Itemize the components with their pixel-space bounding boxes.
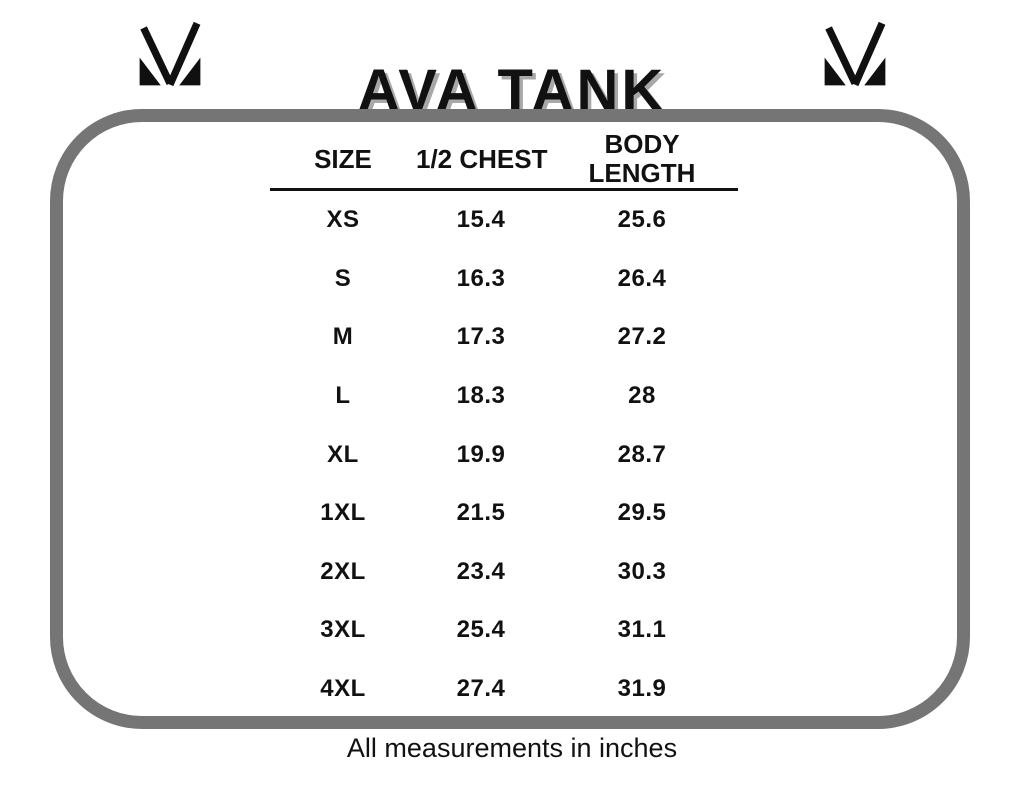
- table-row: S 16.3 26.4: [270, 250, 738, 309]
- size-cell: S: [334, 264, 352, 292]
- chart-frame: [50, 109, 970, 729]
- header-body-length: BODY LENGTH: [588, 129, 696, 189]
- size-cell: 2XL: [320, 557, 366, 585]
- measurement-note: All measurements in inches: [346, 733, 678, 763]
- table-row: M 17.3 27.2: [270, 308, 738, 367]
- table-row: 2XL 23.4 30.3: [270, 543, 738, 602]
- header-half-chest: 1/2 CHEST: [416, 143, 548, 174]
- size-cell: L: [335, 382, 351, 410]
- chest-cell: 27.4: [456, 675, 506, 703]
- chest-cell: 16.3: [456, 264, 506, 292]
- chest-cell: 19.9: [456, 440, 506, 468]
- size-cell: 4XL: [320, 675, 366, 703]
- header-divider: [270, 188, 738, 191]
- table-row: XS 15.4 25.6: [270, 191, 738, 250]
- length-cell: 30.3: [617, 557, 667, 585]
- table-row: 4XL 27.4 31.9: [270, 660, 738, 719]
- length-cell: 29.5: [617, 499, 667, 527]
- table-row: XL 19.9 28.7: [270, 425, 738, 484]
- chest-cell: 25.4: [456, 616, 506, 644]
- chest-cell: 18.3: [456, 382, 506, 410]
- table-body: XS 15.4 25.6 S 16.3 26.4 M 17.3 27.2 L 1…: [270, 191, 738, 718]
- size-table: SIZE 1/2 CHEST BODY LENGTH XS 15.4 25.6 …: [270, 129, 738, 718]
- mv-monogram-icon: [137, 22, 203, 88]
- length-cell: 27.2: [617, 323, 667, 351]
- length-cell: 31.1: [617, 616, 667, 644]
- header-size: SIZE: [314, 143, 372, 174]
- size-cell: XL: [327, 440, 359, 468]
- table-row: L 18.3 28: [270, 367, 738, 426]
- size-cell: XS: [326, 206, 360, 234]
- table-row: 1XL 21.5 29.5: [270, 484, 738, 543]
- chest-cell: 21.5: [456, 499, 506, 527]
- length-cell: 28: [628, 382, 656, 410]
- chest-cell: 15.4: [456, 206, 506, 234]
- table-row: 3XL 25.4 31.1: [270, 601, 738, 660]
- length-cell: 26.4: [617, 264, 667, 292]
- size-cell: 1XL: [320, 499, 366, 527]
- mv-monogram-icon: [822, 22, 888, 88]
- size-cell: 3XL: [320, 616, 366, 644]
- length-cell: 31.9: [617, 675, 667, 703]
- chest-cell: 23.4: [456, 557, 506, 585]
- size-cell: M: [332, 323, 354, 351]
- length-cell: 28.7: [617, 440, 667, 468]
- table-header-row: SIZE 1/2 CHEST BODY LENGTH: [270, 129, 738, 189]
- chest-cell: 17.3: [456, 323, 506, 351]
- length-cell: 25.6: [617, 206, 667, 234]
